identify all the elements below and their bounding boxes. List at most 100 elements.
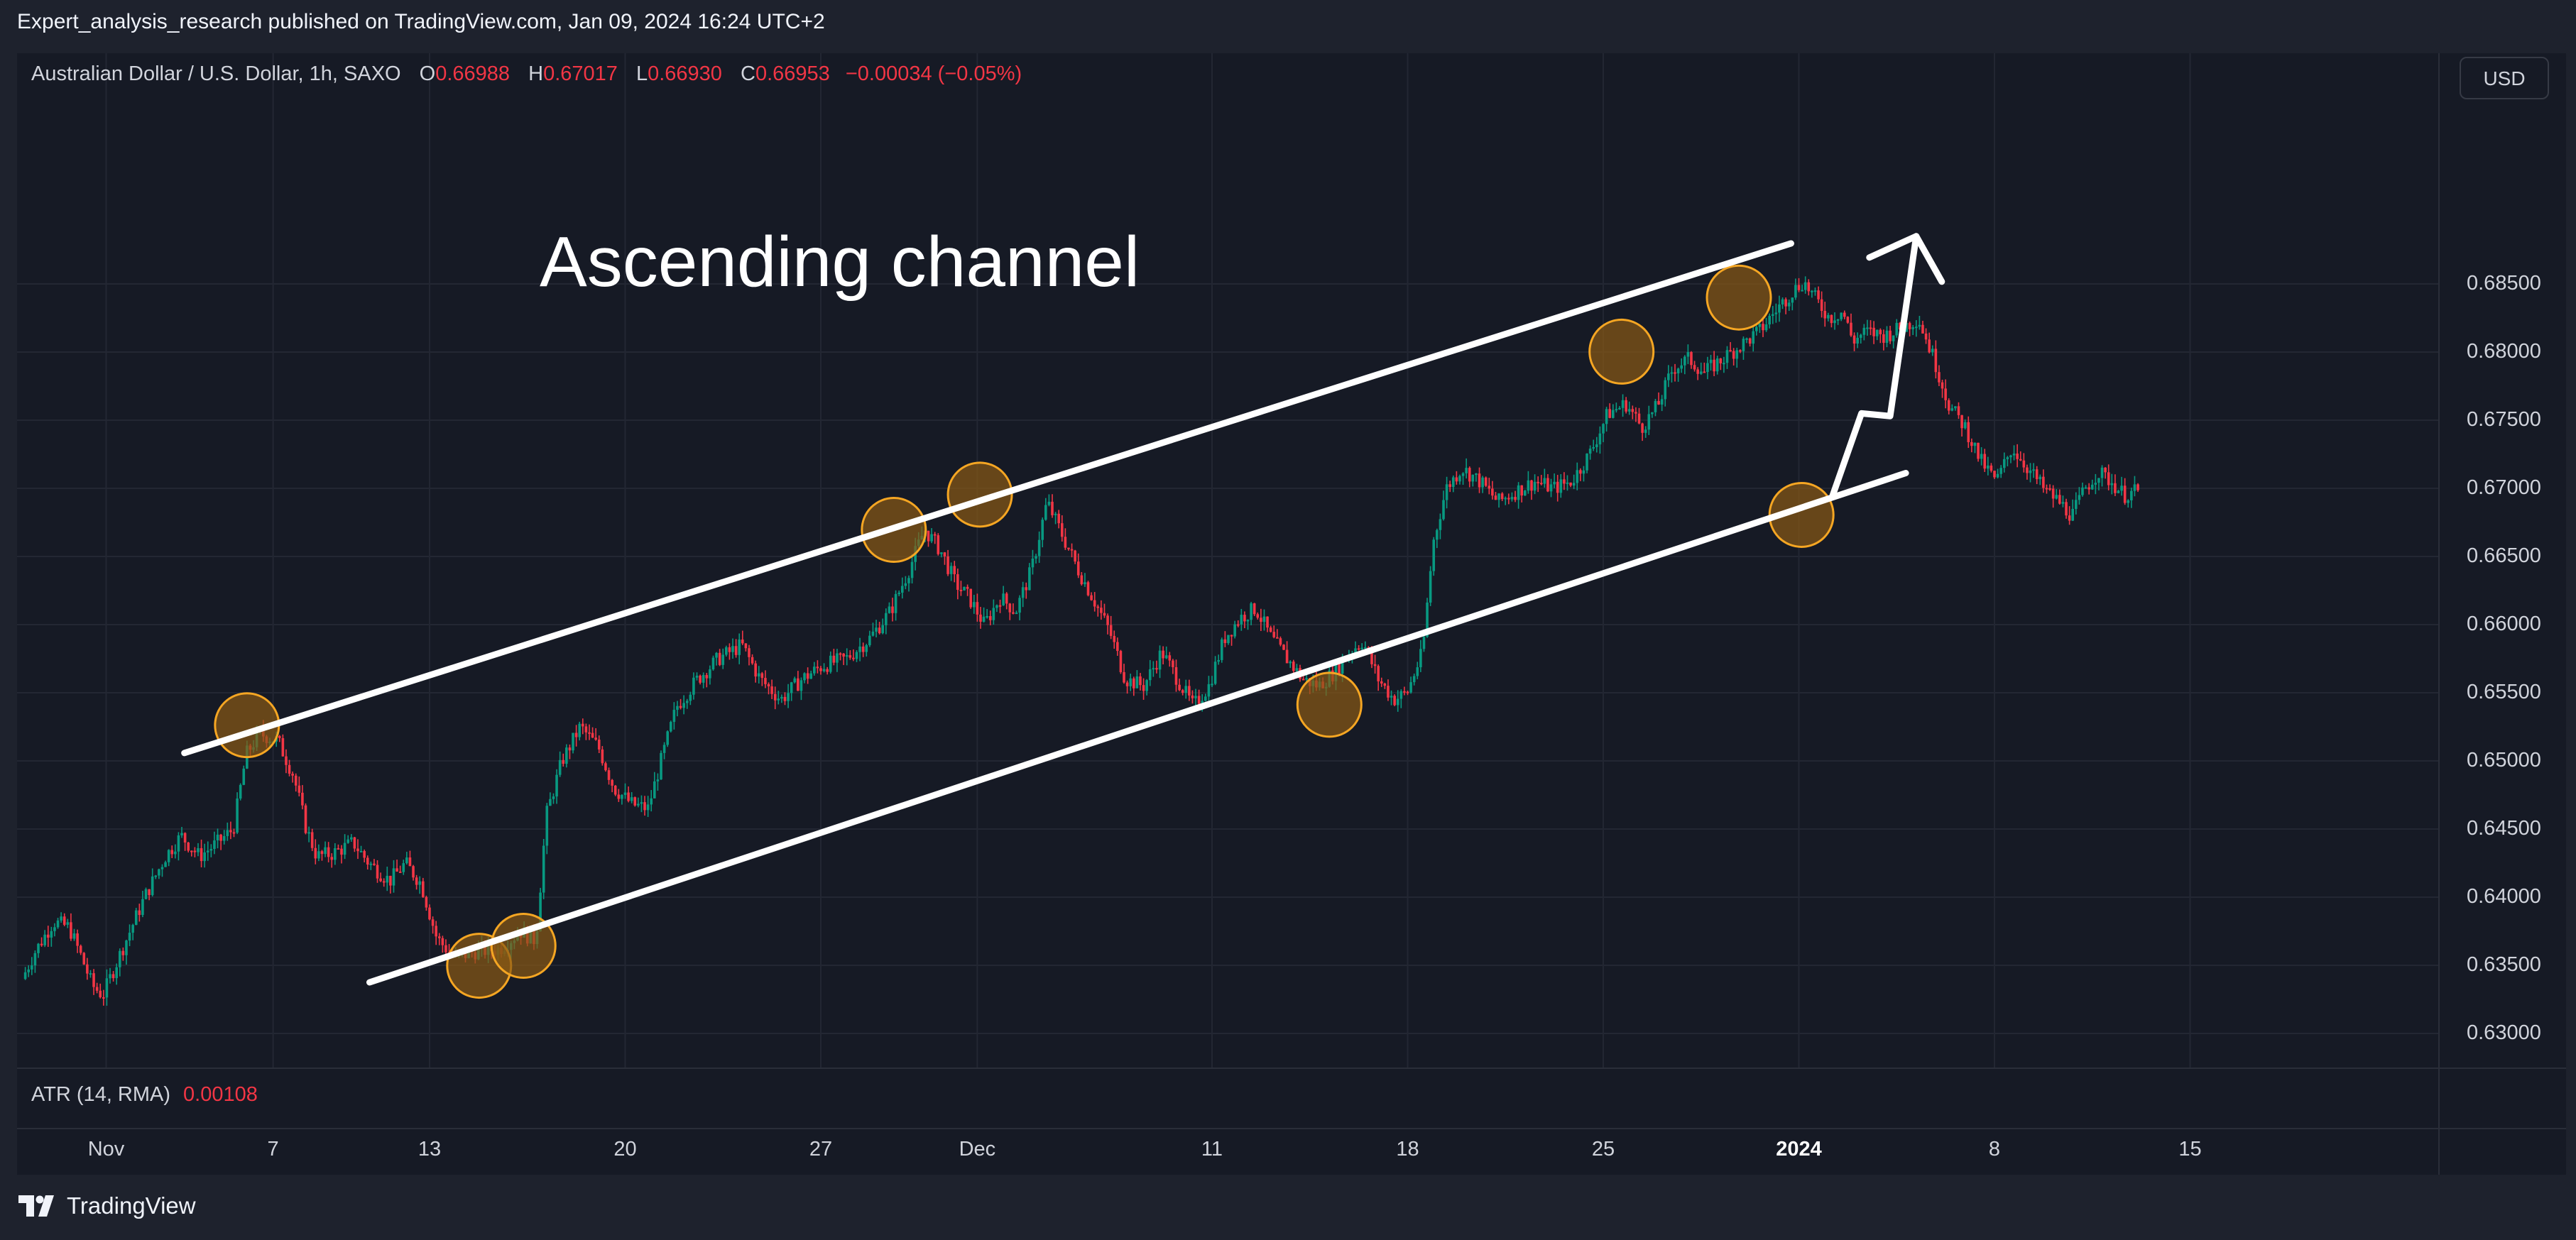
candle-body — [1377, 666, 1380, 681]
candle-body — [760, 673, 764, 679]
brand-name: TradingView — [67, 1192, 196, 1219]
candle-body — [2032, 469, 2035, 471]
candle-body — [174, 851, 177, 855]
candle-body — [1475, 473, 1478, 476]
currency-button[interactable]: USD — [2460, 57, 2549, 99]
candle-body — [1553, 481, 1556, 485]
candle-body — [777, 698, 780, 701]
candle-body — [1370, 650, 1373, 664]
candle-body — [1458, 476, 1461, 482]
candle-body — [1950, 408, 1954, 411]
atr-label[interactable]: ATR (14, RMA) — [31, 1083, 171, 1106]
candle-body — [705, 675, 709, 679]
candle-body — [219, 834, 222, 841]
candle-body — [653, 781, 656, 799]
candle-body — [1103, 613, 1106, 616]
candle-body — [1745, 338, 1748, 340]
candle-body — [242, 768, 246, 785]
candle-body — [1539, 483, 1543, 485]
candle-body — [285, 756, 288, 765]
candle-body — [868, 635, 871, 645]
candle-body — [1787, 302, 1791, 307]
candle-body — [699, 675, 702, 683]
channel-line-upper[interactable] — [181, 240, 1794, 757]
candle-body — [822, 669, 826, 671]
candle-body — [1478, 473, 1481, 488]
candle-body — [160, 867, 164, 869]
candle-body — [959, 589, 963, 591]
candle-body — [836, 653, 839, 663]
candle-body — [1256, 614, 1260, 618]
candle-body — [1113, 635, 1116, 642]
chart-panel[interactable] — [17, 53, 2566, 1175]
candle-body — [949, 566, 953, 574]
candle-body — [1383, 684, 1387, 686]
projection-path[interactable] — [1829, 233, 1920, 499]
candle-body — [1768, 316, 1771, 325]
x-tick-label: 25 — [1591, 1138, 1615, 1161]
candle-body — [1850, 322, 1852, 336]
candle-body — [2100, 467, 2104, 478]
candle-body — [646, 804, 650, 811]
candle-body — [552, 796, 555, 799]
candle-body — [425, 896, 428, 908]
annotation-text: Ascending channel — [540, 222, 1140, 302]
candle-body — [158, 869, 160, 876]
candle-body — [900, 586, 904, 593]
candle-body — [1285, 649, 1289, 664]
y-tick-label: 0.68500 — [2467, 272, 2541, 295]
candle-body — [1801, 290, 1803, 292]
candle-body — [669, 722, 672, 732]
candle-body — [43, 934, 46, 945]
channel-line-lower[interactable] — [366, 469, 1909, 986]
candle-body — [845, 655, 848, 657]
channel-lines[interactable] — [181, 233, 1945, 986]
candle-body — [1572, 483, 1576, 486]
candle-body — [2084, 487, 2087, 489]
candle-body — [2009, 455, 2012, 458]
candle-body — [1579, 470, 1582, 474]
candle-body — [1611, 410, 1615, 418]
x-tick-label: 15 — [2178, 1138, 2202, 1161]
candle-body — [623, 792, 627, 796]
candle-body — [1399, 691, 1403, 699]
candle-body — [1618, 407, 1621, 410]
candle-body — [1093, 600, 1096, 607]
candle-body — [2114, 483, 2117, 493]
candle-body — [1836, 319, 1840, 321]
candle-body — [1879, 329, 1882, 334]
candle-body — [1830, 314, 1833, 324]
candle-body — [770, 686, 773, 694]
candle-body — [764, 678, 767, 684]
candle-body — [1236, 624, 1240, 626]
candle-body — [1028, 567, 1031, 591]
candle-body — [216, 834, 219, 841]
candle-body — [1220, 639, 1223, 660]
candle-body — [1060, 523, 1064, 537]
candle-body — [2123, 485, 2127, 503]
candle-body — [118, 950, 121, 967]
candle-body — [428, 907, 431, 920]
symbol-label[interactable]: Australian Dollar / U.S. Dollar, 1h, SAX… — [31, 62, 401, 85]
y-tick-label: 0.65500 — [2467, 681, 2541, 703]
candle-body — [415, 877, 418, 885]
candle-body — [1566, 482, 1569, 484]
candle-body — [115, 967, 118, 979]
candle-body — [1164, 655, 1168, 659]
candle-body — [780, 696, 783, 699]
candle-body — [373, 863, 376, 865]
candle-body — [1563, 479, 1566, 484]
candle-body — [1627, 409, 1631, 412]
candle-body — [660, 752, 662, 780]
candle-body — [1852, 335, 1856, 344]
candle-body — [1484, 477, 1488, 486]
candle-body — [109, 974, 111, 979]
candle-body — [2068, 515, 2071, 521]
candle-body — [23, 972, 27, 980]
candle-body — [1272, 632, 1276, 637]
tradingview-logo[interactable]: TradingView — [18, 1192, 196, 1219]
candle-body — [715, 652, 718, 658]
candle-body — [826, 669, 829, 672]
candle-body — [1465, 468, 1468, 473]
